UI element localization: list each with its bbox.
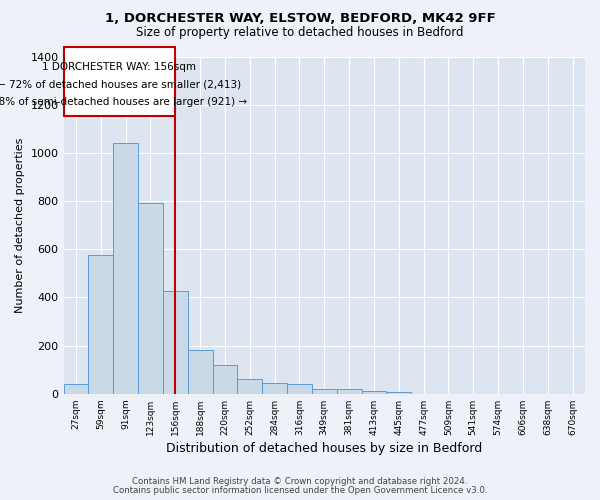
Bar	[64, 384, 88, 394]
Text: 1 DORCHESTER WAY: 156sqm: 1 DORCHESTER WAY: 156sqm	[42, 62, 196, 72]
Bar	[337, 389, 362, 394]
Text: 1, DORCHESTER WAY, ELSTOW, BEDFORD, MK42 9FF: 1, DORCHESTER WAY, ELSTOW, BEDFORD, MK42…	[104, 12, 496, 26]
Y-axis label: Number of detached properties: Number of detached properties	[15, 138, 25, 313]
Text: ← 72% of detached houses are smaller (2,413): ← 72% of detached houses are smaller (2,…	[0, 79, 241, 89]
Bar	[362, 392, 386, 394]
Text: Size of property relative to detached houses in Bedford: Size of property relative to detached ho…	[136, 26, 464, 39]
Text: Contains HM Land Registry data © Crown copyright and database right 2024.: Contains HM Land Registry data © Crown c…	[132, 477, 468, 486]
Text: 28% of semi-detached houses are larger (921) →: 28% of semi-detached houses are larger (…	[0, 98, 247, 108]
X-axis label: Distribution of detached houses by size in Bedford: Distribution of detached houses by size …	[166, 442, 482, 455]
Bar	[138, 204, 163, 394]
Bar	[312, 389, 337, 394]
Text: Contains public sector information licensed under the Open Government Licence v3: Contains public sector information licen…	[113, 486, 487, 495]
Bar	[188, 350, 212, 394]
Bar	[287, 384, 312, 394]
Bar	[163, 292, 188, 394]
Bar	[113, 143, 138, 394]
Bar	[238, 380, 262, 394]
Bar	[88, 256, 113, 394]
FancyBboxPatch shape	[64, 47, 175, 116]
Bar	[386, 392, 411, 394]
Bar	[262, 383, 287, 394]
Bar	[212, 365, 238, 394]
